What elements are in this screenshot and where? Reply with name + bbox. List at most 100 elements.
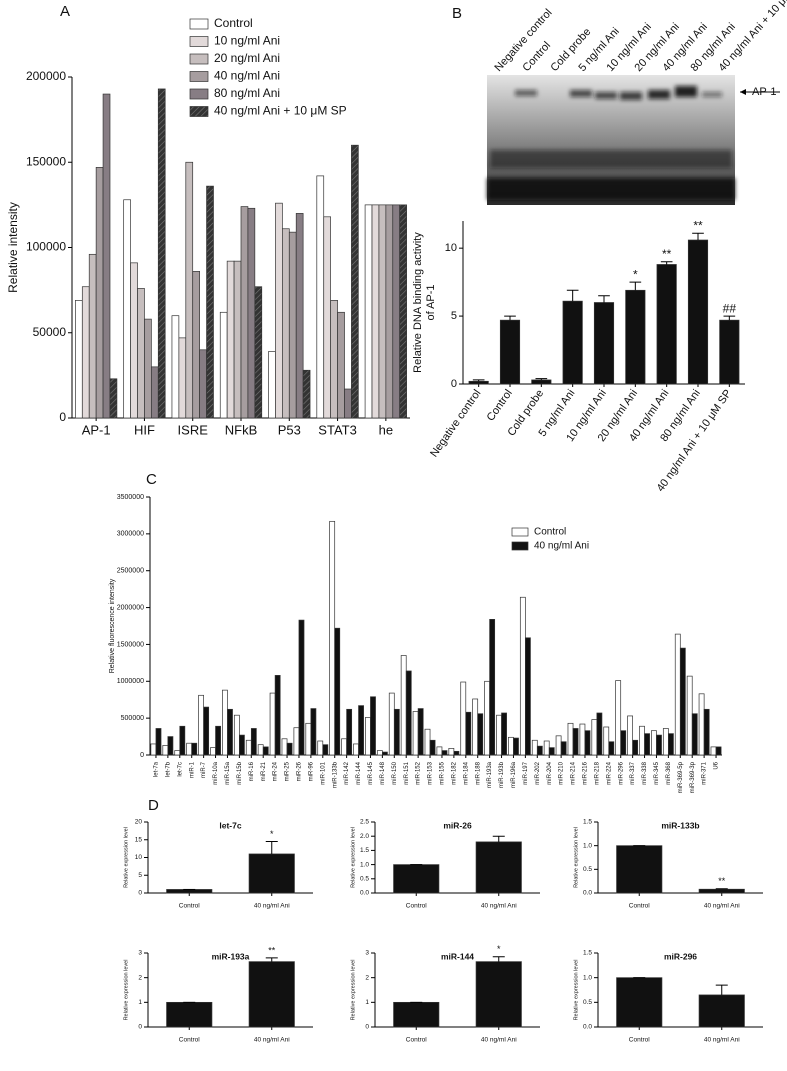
bar	[596, 712, 603, 756]
bar	[644, 733, 650, 756]
x-tick-label: miR-188	[475, 761, 481, 784]
bar	[317, 740, 324, 756]
y-tick-label: 0	[365, 1024, 369, 1031]
chart-title: miR-296	[664, 951, 697, 961]
bar	[687, 239, 709, 385]
bar	[371, 204, 380, 419]
chart-title: miR-133b	[661, 820, 699, 830]
bar	[192, 271, 200, 419]
annotation: *	[633, 267, 638, 281]
bar	[489, 619, 496, 756]
x-tick-label: miR-145	[368, 761, 374, 784]
x-tick-label: he	[379, 422, 393, 437]
y-tick-label: 10	[445, 242, 457, 254]
bar	[262, 746, 269, 756]
bar	[150, 366, 159, 419]
band-label: AP-1	[752, 86, 776, 98]
legend-label: 40 ng/ml Ani + 10 μM SP	[214, 104, 347, 118]
bar	[393, 864, 440, 894]
y-tick-label: 1.0	[583, 974, 592, 981]
x-tick-label: Control	[179, 1037, 201, 1044]
bar	[501, 712, 507, 756]
x-tick-label: miR-369-5p	[678, 761, 684, 793]
y-tick-label: 0	[138, 890, 142, 897]
panel-label: D	[148, 797, 159, 814]
bar	[247, 207, 256, 419]
x-tick-label: miR-152	[416, 761, 422, 784]
bar	[639, 725, 645, 756]
y-tick-label: 0	[138, 1024, 142, 1031]
x-tick-label: NFkB	[225, 422, 258, 437]
annotation: *	[497, 944, 501, 954]
y-tick-label: 1.0	[583, 842, 592, 849]
bar	[453, 750, 460, 756]
x-tick-label: 40 ng/ml Ani	[254, 1037, 290, 1044]
x-tick-label: Control	[629, 1037, 651, 1044]
bar	[393, 708, 400, 756]
x-tick-label: miR-224	[606, 761, 612, 784]
bar	[472, 698, 479, 756]
x-tick-label: let-7c	[177, 762, 183, 777]
bar	[334, 627, 341, 756]
legend-label: 40 ng/ml Ani	[214, 69, 280, 83]
x-tick-label: miR-155	[440, 761, 446, 784]
x-tick-label: 40 ng/ml Ani	[254, 903, 290, 910]
x-tick-label: miR-193a	[487, 761, 493, 788]
y-tick-label: 2	[365, 974, 369, 981]
bar	[179, 725, 186, 756]
error-bar	[566, 289, 579, 302]
bar	[310, 708, 317, 756]
bar	[351, 144, 359, 419]
x-tick-label: let-7b	[165, 761, 171, 777]
error-bar	[660, 261, 673, 265]
bar	[656, 734, 662, 756]
y-tick-label: 1000000	[117, 678, 144, 685]
legend-label: 10 ng/ml Ani	[214, 34, 280, 48]
bar	[185, 161, 194, 419]
x-tick-label: P53	[278, 422, 301, 437]
legend-label: 20 ng/ml Ani	[214, 51, 280, 65]
bar	[358, 705, 364, 756]
x-tick-label: miR-26	[297, 761, 303, 781]
error-bar	[265, 957, 278, 962]
bar	[226, 260, 235, 419]
bar	[616, 977, 663, 1028]
bar	[329, 520, 336, 756]
bar	[591, 719, 598, 756]
y-tick-label: 0.0	[360, 890, 369, 897]
bar	[282, 228, 290, 419]
y-tick-label: 0	[140, 752, 144, 759]
x-tick-label: miR-24	[273, 761, 279, 781]
x-tick-label: miR-1	[189, 761, 195, 778]
y-tick-label: 2	[138, 974, 142, 981]
bar	[199, 349, 207, 419]
legend-swatch	[511, 527, 529, 537]
panel-label: A	[60, 3, 70, 20]
y-tick-label: 0	[59, 410, 66, 424]
x-tick-label: HIF	[134, 422, 155, 437]
y-tick-label: 1.0	[360, 861, 369, 868]
bar	[475, 841, 522, 894]
bar	[219, 311, 228, 419]
x-tick-label: Control	[485, 388, 515, 424]
bar	[579, 723, 586, 756]
x-tick-label: miR-368	[666, 761, 672, 784]
legend-label: 80 ng/ml Ani	[214, 86, 280, 100]
bar	[322, 744, 329, 756]
x-tick-label: miR-184	[463, 761, 469, 784]
y-axis-label: Relative expression level	[350, 960, 356, 1021]
bar	[102, 93, 111, 419]
bar	[531, 739, 538, 756]
x-tick-label: 40 ng/ml Ani	[481, 903, 517, 910]
bar	[536, 745, 543, 756]
x-tick-label: miR-218	[594, 761, 600, 784]
y-axis-label: Relative expression level	[123, 960, 129, 1021]
y-tick-label: 1.5	[360, 847, 369, 854]
x-tick-label: miR-21	[261, 761, 267, 781]
bar	[248, 853, 295, 894]
x-tick-label: miR-204	[547, 761, 553, 784]
x-tick-label: miR-193b	[499, 761, 505, 788]
x-tick-label: let-7a	[154, 761, 160, 777]
bar	[715, 746, 722, 756]
